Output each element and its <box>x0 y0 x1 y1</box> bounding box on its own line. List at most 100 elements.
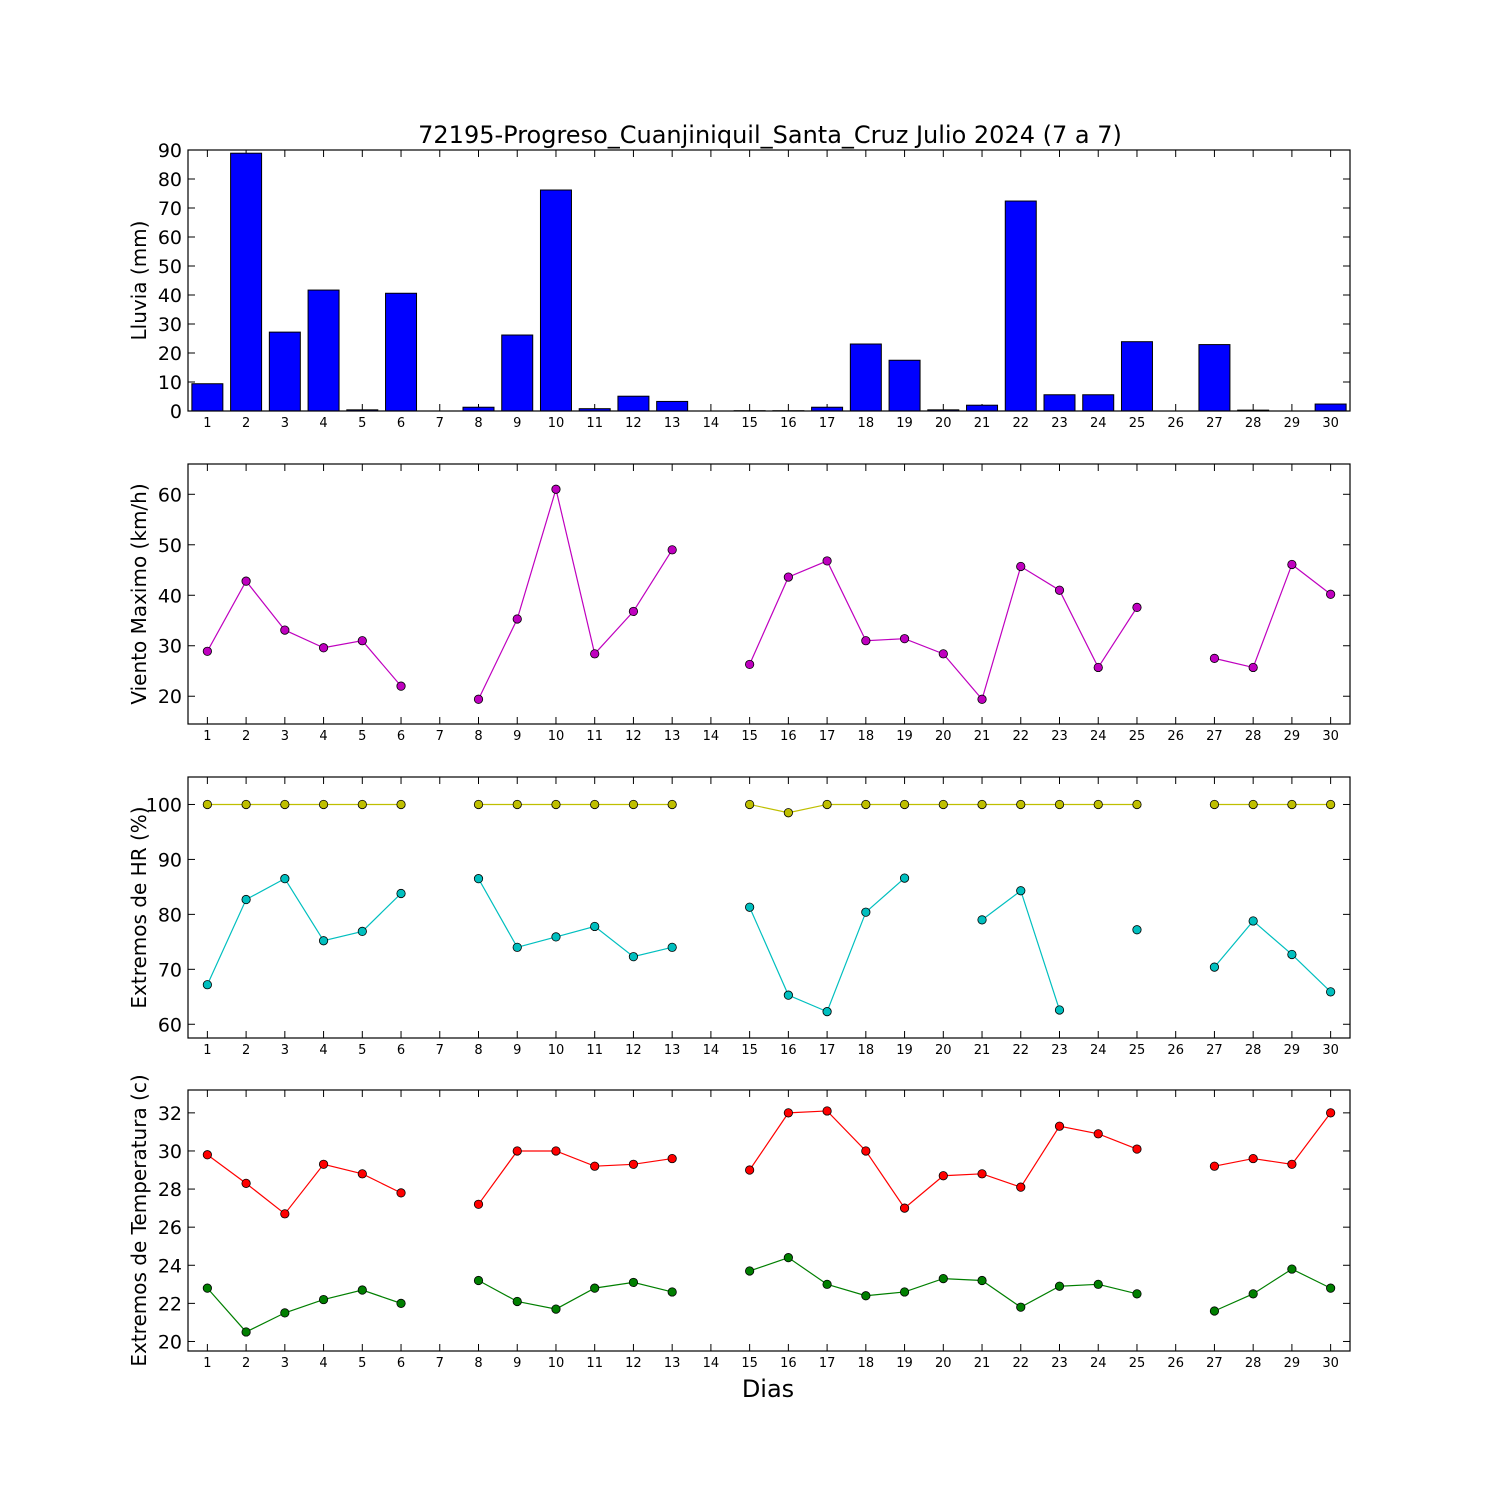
rain-xtick-label: 23 <box>1051 416 1068 431</box>
rain-ytick-label: 10 <box>158 372 182 394</box>
humidity-xtick-label: 13 <box>664 1043 681 1058</box>
temperature-series-1-point <box>1132 1289 1142 1299</box>
humidity-ytick-label: 70 <box>158 959 182 981</box>
wind-series-0-point <box>783 572 793 582</box>
temperature-series-0-point <box>357 1169 367 1179</box>
temperature-xtick-label: 28 <box>1245 1356 1262 1371</box>
humidity-xtick-label: 2 <box>242 1043 250 1058</box>
rain-ylabel: Lluvia (mm) <box>127 221 151 341</box>
temperature-xtick-label: 13 <box>664 1356 681 1371</box>
humidity-series-0-point <box>202 799 212 810</box>
rain-bar <box>385 292 418 412</box>
humidity-series-1-point <box>202 980 212 990</box>
rain-xtick-label: 6 <box>397 416 405 431</box>
rain-ytick-label: 0 <box>170 401 182 423</box>
temperature-series-1-point <box>1054 1281 1065 1291</box>
temperature-xtick-label: 12 <box>625 1356 642 1371</box>
wind-xtick-label: 19 <box>896 729 913 744</box>
humidity-xtick-label: 9 <box>513 1043 521 1058</box>
wind-xtick-label: 27 <box>1206 729 1223 744</box>
wind-xtick-label: 9 <box>513 729 521 744</box>
humidity-series-0-point <box>861 799 871 810</box>
humidity-xtick-label: 6 <box>397 1043 405 1058</box>
temperature-xtick-label: 9 <box>513 1356 521 1371</box>
wind-xtick-label: 10 <box>548 729 565 744</box>
humidity-series-0-point <box>822 799 832 810</box>
rain-bar <box>307 289 340 412</box>
humidity-series-0-point <box>1093 799 1103 810</box>
humidity-series-1-point <box>628 952 639 962</box>
wind-ytick-label: 60 <box>158 484 182 506</box>
rain-bar <box>1198 344 1231 412</box>
humidity-xtick-label: 10 <box>548 1043 565 1058</box>
humidity-series-1-point <box>861 907 871 917</box>
humidity-xtick-label: 11 <box>586 1043 603 1058</box>
humidity-series-0-point <box>1054 799 1065 810</box>
humidity-series-0-point <box>318 799 329 810</box>
humidity-xtick-label: 23 <box>1051 1043 1068 1058</box>
humidity-ytick-label: 60 <box>158 1014 182 1036</box>
humidity-series-1-point <box>1326 987 1336 997</box>
humidity-series-0-point <box>551 799 561 810</box>
rain-xtick-label: 12 <box>625 416 642 431</box>
humidity-series-1-point <box>745 902 755 912</box>
temperature-series-1-point <box>667 1287 677 1297</box>
temperature-series-1-point <box>822 1279 832 1289</box>
rain-xtick-label: 9 <box>513 416 521 431</box>
wind-xtick-label: 17 <box>819 729 836 744</box>
wind-series-0-point <box>512 614 522 624</box>
humidity-xtick-label: 8 <box>474 1043 482 1058</box>
wind-series-0-point <box>590 649 600 659</box>
rain-xtick-label: 22 <box>1012 416 1029 431</box>
temperature-series-0-point <box>1326 1108 1336 1118</box>
wind-xtick-label: 13 <box>664 729 681 744</box>
rain-bar <box>191 383 224 412</box>
wind-series-0-point <box>1132 602 1142 612</box>
humidity-xtick-label: 3 <box>281 1043 289 1058</box>
x-axis-label: Dias <box>742 1375 794 1403</box>
temperature-series-1-line <box>206 1287 402 1333</box>
humidity-series-1-point <box>280 874 290 884</box>
wind-xtick-label: 7 <box>436 729 444 744</box>
rain-xtick-label: 16 <box>780 416 797 431</box>
wind-xtick-label: 30 <box>1322 729 1339 744</box>
rain-xtick-label: 28 <box>1245 416 1262 431</box>
humidity-series-0-point <box>628 799 639 810</box>
temperature-series-0-point <box>1093 1129 1103 1139</box>
wind-series-0-line <box>1214 563 1331 669</box>
temperature-series-0-point <box>551 1146 561 1156</box>
rain-xtick-label: 19 <box>896 416 913 431</box>
rain-xtick-label: 29 <box>1284 416 1301 431</box>
temperature-series-0-point <box>861 1146 871 1156</box>
rain-bar <box>230 152 263 412</box>
temperature-series-0-line <box>1214 1112 1332 1167</box>
wind-ytick-label: 20 <box>158 686 182 708</box>
humidity-series-1-point <box>1016 886 1026 896</box>
temperature-series-1-point <box>1287 1264 1297 1274</box>
wind-xtick-label: 23 <box>1051 729 1068 744</box>
temperature-series-1-point <box>1093 1279 1103 1289</box>
temperature-xtick-label: 23 <box>1051 1356 1068 1371</box>
humidity-series-0-point <box>241 799 251 810</box>
humidity-series-0-point <box>396 799 406 810</box>
temperature-series-1-point <box>1209 1306 1220 1316</box>
humidity-series-1-point <box>318 936 329 946</box>
wind-xtick-label: 5 <box>358 729 366 744</box>
humidity-series-0-point <box>938 799 948 810</box>
wind-series-0-line <box>206 580 402 687</box>
humidity-ylabel: Extremos de HR (%) <box>127 806 151 1008</box>
wind-series-0-point <box>280 625 290 635</box>
temperature-series-0-point <box>745 1165 755 1175</box>
humidity-series-0-point <box>1209 799 1220 810</box>
humidity-series-1-point <box>667 942 677 952</box>
temperature-series-0-point <box>899 1203 910 1213</box>
rain-ytick-label: 20 <box>158 343 182 365</box>
temperature-axes-frame <box>187 1089 1351 1352</box>
temperature-ytick-label: 28 <box>158 1179 182 1201</box>
humidity-xtick-label: 16 <box>780 1043 797 1058</box>
humidity-xtick-label: 19 <box>896 1043 913 1058</box>
temperature-series-0-point <box>938 1171 948 1181</box>
